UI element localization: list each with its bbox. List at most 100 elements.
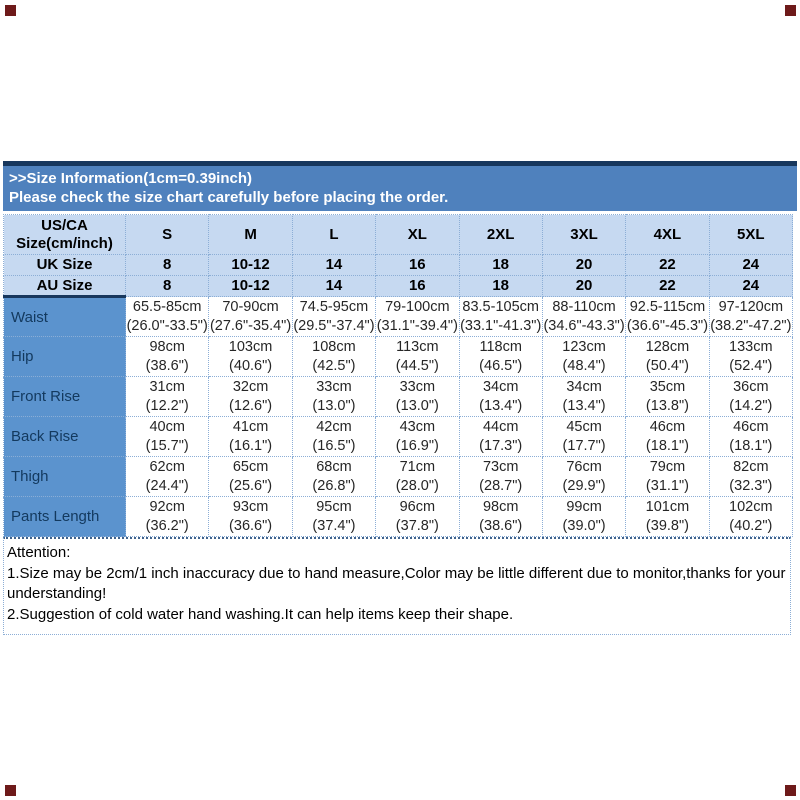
row-label-pants-length: Pants Length	[3, 496, 126, 537]
cell-back-rise-2xl: 44cm (17.3")	[458, 416, 543, 457]
au-size-row-value-xl: 16	[375, 275, 460, 297]
measurement-row-pants-length: Pants Length 92cm (36.2") 93cm (36.6") 95cm (3…	[3, 496, 794, 537]
au-size-row: AU Size 8 10-12 14 16 18 20 22 24	[3, 275, 794, 297]
size-col-header-l: L	[291, 214, 377, 255]
cell-back-rise-3xl: 45cm (17.7")	[541, 416, 627, 457]
au-size-row-value-4xl: 22	[625, 275, 710, 297]
cell-pants-length-3xl: 99cm (39.0")	[541, 496, 627, 537]
cell-pants-length-m: 93cm (36.6")	[208, 496, 293, 537]
cell-front-rise-3xl: 34cm (13.4")	[541, 376, 627, 417]
size-chart-table-body: US/CA Size(cm/inch) S M L XL 2XL 3XL 4XL 5XL UK Si…	[3, 214, 794, 537]
cell-front-rise-l: 33cm (13.0")	[291, 376, 377, 417]
size-col-header-2xl: 2XL	[458, 214, 543, 255]
cell-front-rise-xl: 33cm (13.0")	[375, 376, 460, 417]
cell-front-rise-m: 32cm (12.6")	[208, 376, 293, 417]
cell-hip-3xl: 123cm (48.4")	[541, 336, 627, 377]
cell-back-rise-l: 42cm (16.5")	[291, 416, 377, 457]
uk-size-row-value-xl: 16	[375, 254, 460, 276]
au-size-row-value-5xl: 24	[708, 275, 794, 297]
cell-pants-length-l: 95cm (37.4")	[291, 496, 377, 537]
size-chart-content: >>Size Information(1cm=0.39inch) Please …	[3, 161, 797, 635]
size-col-header-5xl: 5XL	[708, 214, 794, 255]
attention-note-2: 2.Suggestion of cold water hand washing.…	[7, 605, 514, 623]
banner-subtitle: Please check the size chart carefully be…	[9, 189, 449, 206]
cell-waist-2xl: 83.5-105cm (33.1"-41.3")	[458, 296, 543, 337]
cell-waist-xl: 79-100cm (31.1"-39.4")	[375, 296, 460, 337]
corner-mark-top-right	[785, 5, 796, 16]
cell-hip-xl: 113cm (44.5")	[375, 336, 460, 377]
cell-hip-s: 98cm (38.6")	[124, 336, 210, 377]
size-col-header-3xl: 3XL	[541, 214, 627, 255]
uk-size-row-value-2xl: 18	[458, 254, 543, 276]
cell-waist-3xl: 88-110cm (34.6"-43.3")	[541, 296, 627, 337]
cell-hip-2xl: 118cm (46.5")	[458, 336, 543, 377]
cell-waist-s: 65.5-85cm (26.0"-33.5")	[124, 296, 210, 337]
measurement-row-waist: Waist 65.5-85cm (26.0"-33.5") 70-90cm (27.6"…	[3, 295, 794, 337]
size-col-header-4xl: 4XL	[625, 214, 710, 255]
row-label-back-rise: Back Rise	[3, 416, 126, 457]
cell-thigh-3xl: 76cm (29.9")	[541, 456, 627, 497]
cell-pants-length-s: 92cm (36.2")	[124, 496, 210, 537]
measurement-row-back-rise: Back Rise 40cm (15.7") 41cm (16.1") 42cm (16.5…	[3, 416, 794, 457]
cell-thigh-l: 68cm (26.8")	[291, 456, 377, 497]
cell-waist-m: 70-90cm (27.6"-35.4")	[208, 296, 293, 337]
size-col-header-s: S	[124, 214, 210, 255]
corner-header-cell: US/CA Size(cm/inch)	[3, 214, 126, 255]
cell-waist-l: 74.5-95cm (29.5"-37.4")	[291, 296, 377, 337]
au-size-row-value-l: 14	[291, 275, 377, 297]
row-label-thigh: Thigh	[3, 456, 126, 497]
uk-size-row-value-5xl: 24	[708, 254, 794, 276]
cell-pants-length-xl: 96cm (37.8")	[375, 496, 460, 537]
cell-hip-5xl: 133cm (52.4")	[708, 336, 794, 377]
cell-thigh-s: 62cm (24.4")	[124, 456, 210, 497]
au-size-row-value-2xl: 18	[458, 275, 543, 297]
size-col-header-xl: XL	[375, 214, 460, 255]
cell-front-rise-s: 31cm (12.2")	[124, 376, 210, 417]
uk-size-row-value-4xl: 22	[625, 254, 710, 276]
table-header-row: US/CA Size(cm/inch) S M L XL 2XL 3XL 4XL 5XL	[3, 214, 794, 255]
au-size-row-value-s: 8	[124, 275, 210, 297]
measurement-row-thigh: Thigh 62cm (24.4") 65cm (25.6") 68cm (26.8") 71…	[3, 456, 794, 497]
cell-back-rise-m: 41cm (16.1")	[208, 416, 293, 457]
cell-pants-length-4xl: 101cm (39.8")	[625, 496, 710, 537]
uk-size-row-value-m: 10-12	[208, 254, 293, 276]
uk-size-row-value-s: 8	[124, 254, 210, 276]
uk-size-row-value-l: 14	[291, 254, 377, 276]
cell-thigh-m: 65cm (25.6")	[208, 456, 293, 497]
row-label-front-rise: Front Rise	[3, 376, 126, 417]
cell-front-rise-2xl: 34cm (13.4")	[458, 376, 543, 417]
cell-thigh-xl: 71cm (28.0")	[375, 456, 460, 497]
cell-waist-5xl: 97-120cm (38.2"-47.2")	[708, 296, 794, 337]
attention-note-1: 1.Size may be 2cm/1 inch inaccuracy due …	[7, 564, 786, 603]
corner-mark-top-left	[5, 5, 16, 16]
au-size-row-value-3xl: 20	[541, 275, 627, 297]
row-label-waist: Waist	[3, 295, 126, 337]
size-info-banner: >>Size Information(1cm=0.39inch) Please …	[3, 161, 797, 211]
measurement-row-hip: Hip 98cm (38.6") 103cm (40.6") 108cm (42.5") 11…	[3, 336, 794, 377]
uk-size-row-label: UK Size	[3, 254, 126, 276]
cell-back-rise-5xl: 46cm (18.1")	[708, 416, 794, 457]
corner-mark-bottom-right	[785, 785, 796, 796]
banner-title: >>Size Information(1cm=0.39inch)	[9, 170, 252, 187]
uk-size-row: UK Size 8 10-12 14 16 18 20 22 24	[3, 254, 794, 276]
au-size-row-label: AU Size	[3, 275, 126, 297]
cell-thigh-5xl: 82cm (32.3")	[708, 456, 794, 497]
cell-back-rise-xl: 43cm (16.9")	[375, 416, 460, 457]
attention-box: Attention: 1.Size may be 2cm/1 inch inac…	[3, 537, 791, 635]
cell-back-rise-4xl: 46cm (18.1")	[625, 416, 710, 457]
cell-front-rise-4xl: 35cm (13.8")	[625, 376, 710, 417]
corner-mark-bottom-left	[5, 785, 16, 796]
uk-size-row-value-3xl: 20	[541, 254, 627, 276]
attention-title: Attention:	[7, 544, 71, 561]
cell-thigh-2xl: 73cm (28.7")	[458, 456, 543, 497]
cell-thigh-4xl: 79cm (31.1")	[625, 456, 710, 497]
cell-pants-length-2xl: 98cm (38.6")	[458, 496, 543, 537]
cell-hip-l: 108cm (42.5")	[291, 336, 377, 377]
row-label-hip: Hip	[3, 336, 126, 377]
au-size-row-value-m: 10-12	[208, 275, 293, 297]
measurement-row-front-rise: Front Rise 31cm (12.2") 32cm (12.6") 33cm (13.…	[3, 376, 794, 417]
cell-waist-4xl: 92.5-115cm (36.6"-45.3")	[625, 296, 710, 337]
cell-hip-m: 103cm (40.6")	[208, 336, 293, 377]
size-chart-table: US/CA Size(cm/inch) S M L XL 2XL 3XL 4XL 5XL UK Si…	[3, 214, 794, 537]
